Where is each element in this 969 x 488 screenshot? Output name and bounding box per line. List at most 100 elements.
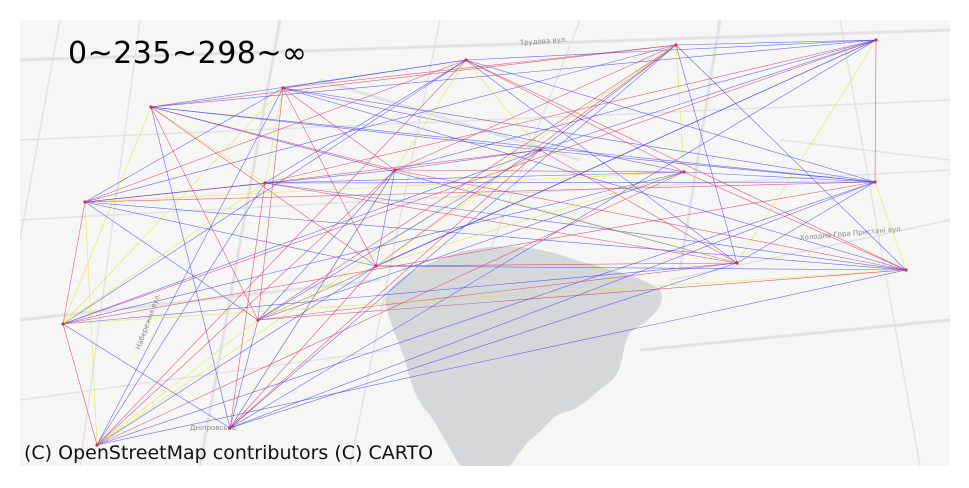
network-node: [95, 443, 99, 447]
network-node: [904, 268, 908, 272]
network-edge: [62, 323, 98, 446]
network-edge: [229, 44, 677, 429]
network-edge: [465, 59, 876, 183]
network-edge: [375, 169, 396, 267]
network-edge: [96, 59, 467, 446]
network-edge: [84, 44, 677, 203]
network-edge: [394, 169, 907, 271]
network-edge: [375, 265, 907, 271]
network-edge: [394, 44, 677, 171]
map-svg: Трудова вул.Холодна Гора Пристані вул.Дн…: [20, 20, 950, 466]
network-edge: [96, 182, 266, 446]
network-edge: [675, 39, 877, 46]
network-edge: [150, 106, 876, 183]
network-edge: [150, 106, 266, 184]
network-edge: [675, 44, 907, 271]
network-edge: [375, 262, 738, 267]
network-edge: [257, 39, 877, 321]
network-edge: [62, 201, 86, 325]
network-edge: [257, 269, 907, 321]
network-edge: [150, 106, 377, 267]
network-edge: [394, 169, 685, 173]
network-node: [149, 105, 153, 109]
network-edge: [539, 149, 738, 264]
network-edge: [150, 106, 396, 171]
network-edge: [264, 149, 541, 184]
network-node: [263, 181, 267, 185]
network-edge: [84, 171, 685, 203]
basemap-road: [79, 20, 141, 466]
network-edge: [282, 87, 396, 171]
network-edge: [96, 87, 284, 446]
network-edge: [84, 201, 259, 321]
network-edge: [264, 182, 907, 271]
network-node: [374, 264, 378, 268]
network-node: [228, 426, 232, 430]
network-edge: [264, 181, 876, 184]
network-edge: [84, 87, 284, 203]
network-edge: [229, 181, 876, 429]
basemap-road: [198, 20, 282, 466]
network-edge: [62, 182, 266, 325]
network-edge: [257, 149, 541, 321]
basemap-road: [639, 318, 950, 352]
network-edge: [96, 269, 907, 446]
network-edge: [96, 181, 876, 446]
network-edge: [394, 39, 877, 171]
map-canvas[interactable]: Трудова вул. Холодна Гора Пристані вул. Дн…: [20, 20, 950, 466]
network-edge: [84, 201, 377, 267]
network-node: [83, 200, 87, 204]
network-edge: [150, 39, 877, 108]
network-edge: [62, 181, 876, 325]
network-edge: [539, 44, 677, 151]
basemap-road: [779, 139, 950, 161]
network-edge: [229, 319, 259, 429]
network-edge: [465, 39, 877, 61]
water-body: [385, 246, 662, 466]
network-node: [674, 43, 678, 47]
network-edge: [394, 169, 738, 264]
network-edge: [683, 171, 876, 183]
network-edge: [96, 265, 377, 446]
network-edge: [264, 182, 738, 264]
network-edge: [257, 265, 377, 321]
network-node: [735, 261, 739, 265]
network-edge: [96, 171, 685, 446]
network-node: [464, 58, 468, 62]
network-edge: [150, 106, 259, 321]
network-node: [682, 170, 686, 174]
network-edge: [683, 171, 907, 271]
basemap-road: [678, 20, 722, 271]
network-edge: [150, 44, 677, 108]
network-edge: [282, 87, 907, 271]
network-edge: [539, 39, 877, 151]
network-edge: [62, 269, 907, 325]
network-edge: [264, 39, 877, 184]
basemap-road: [20, 349, 391, 401]
network-edge: [282, 87, 685, 173]
network-edge: [257, 171, 685, 321]
network-edge: [257, 169, 396, 321]
network-edge: [84, 169, 396, 203]
network-edge: [257, 87, 284, 321]
network-edge: [282, 87, 876, 183]
network-edge: [257, 262, 738, 321]
basemap-road: [839, 20, 921, 466]
network-edge: [264, 87, 284, 184]
network-edge: [229, 265, 377, 429]
map-legend-title: 0~235~298~∞: [68, 36, 308, 71]
street-label: Трудова вул.: [519, 36, 568, 47]
map-attribution: (C) OpenStreetMap contributors (C) CARTO: [24, 442, 434, 464]
network-nodes: [61, 38, 908, 447]
network-edge: [264, 171, 685, 184]
street-label: Дніпровська: [190, 424, 236, 432]
basemap-road: [20, 169, 950, 221]
network-edge: [736, 181, 876, 264]
network-edge: [62, 262, 738, 325]
network-node: [873, 180, 877, 184]
network-edge: [394, 149, 541, 171]
network-edge: [96, 319, 259, 446]
network-edge: [62, 323, 231, 429]
basemap-road: [669, 219, 950, 281]
network-edge: [229, 262, 738, 429]
